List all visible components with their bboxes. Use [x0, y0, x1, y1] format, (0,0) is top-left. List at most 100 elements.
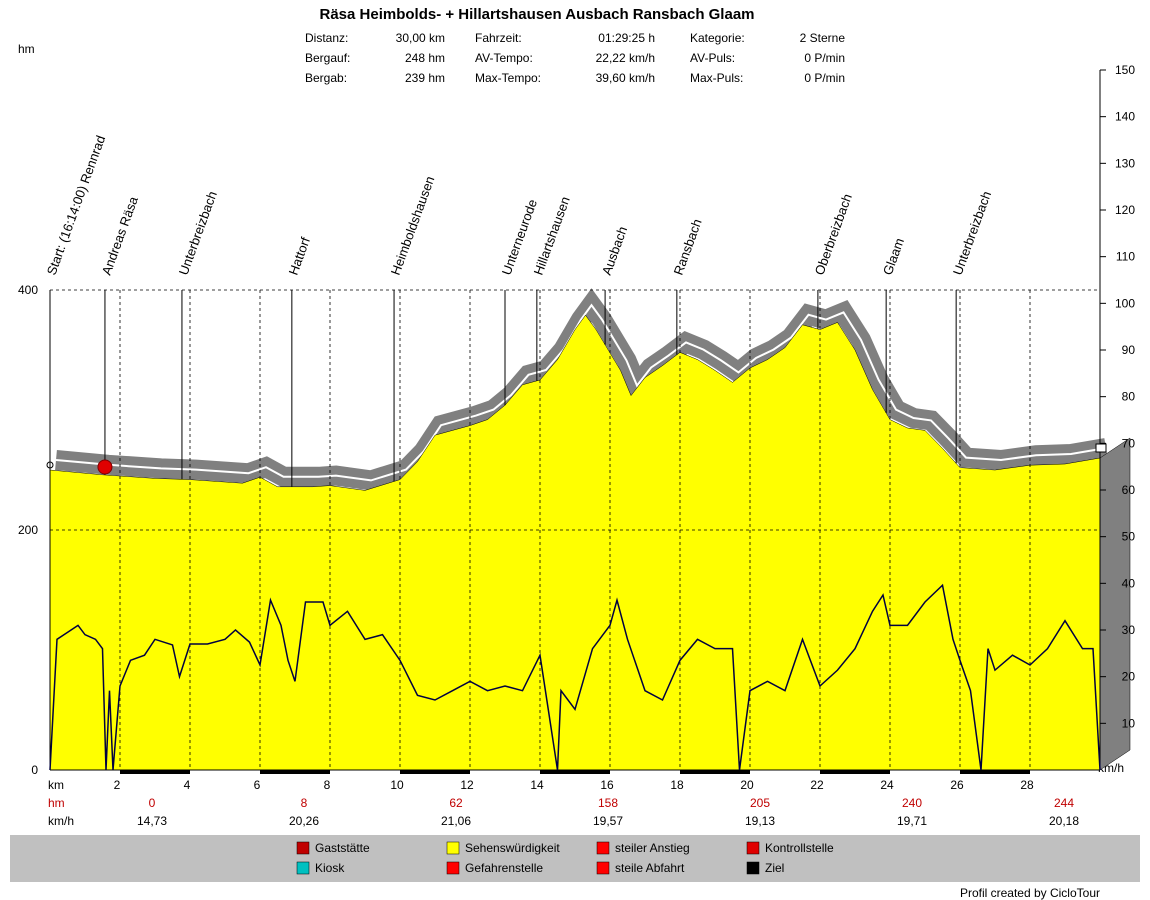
stat-text: 30,00 km [396, 31, 445, 45]
y2-tick-label: 50 [1122, 530, 1136, 544]
stop-icon [97, 459, 113, 475]
y-tick-label: 0 [31, 763, 38, 777]
summary-kmh: 20,18 [1049, 814, 1079, 828]
y2-tick-label: 90 [1122, 343, 1136, 357]
legend-icon [746, 861, 760, 875]
x-tick-label: 18 [670, 778, 684, 792]
y2-tick-label: 20 [1122, 670, 1136, 684]
stat-text: Bergab: [305, 71, 347, 85]
stat-text: 01:29:25 h [598, 31, 655, 45]
finish-icon [1095, 443, 1107, 453]
y-tick-label: 400 [18, 283, 38, 297]
stat-text: 248 hm [405, 51, 445, 65]
stat-text: Max-Puls: [690, 71, 743, 85]
x-tick-label: 4 [184, 778, 191, 792]
chart-title: Räsa Heimbolds- + Hillartshausen Ausbach… [320, 6, 755, 23]
legend-icon [446, 841, 460, 855]
x-tick-label: 16 [600, 778, 614, 792]
y2-tick-label: 30 [1122, 623, 1136, 637]
legend-label: Gefahrenstelle [465, 861, 543, 875]
stat-text: 2 Sterne [800, 31, 846, 45]
summary-hm-label: hm [48, 796, 65, 810]
y2-tick-label: 80 [1122, 390, 1136, 404]
summary-kmh: 19,57 [593, 814, 623, 828]
x-axis-band [680, 770, 750, 774]
stat-text: 0 P/min [804, 71, 845, 85]
summary-kmh: 21,06 [441, 814, 471, 828]
stat-text: 39,60 km/h [596, 71, 655, 85]
summary-kmh: 19,13 [745, 814, 775, 828]
x-tick-label: 24 [880, 778, 894, 792]
x-tick-label: 22 [810, 778, 824, 792]
legend-icon [446, 861, 460, 875]
stat-text: Bergauf: [305, 51, 350, 65]
x-axis-band [540, 770, 610, 774]
x-tick-label: 8 [324, 778, 331, 792]
summary-hm: 158 [598, 796, 618, 810]
x-tick-label: 28 [1020, 778, 1034, 792]
legend-label: Kontrollstelle [765, 841, 834, 855]
legend-icon [296, 861, 310, 875]
x-axis-band [400, 770, 470, 774]
stat-text: 239 hm [405, 71, 445, 85]
x-tick-label: 2 [114, 778, 121, 792]
stat-text: Kategorie: [690, 31, 745, 45]
bike-icon [46, 461, 54, 469]
legend-icon [596, 861, 610, 875]
x-tick-label: 12 [460, 778, 474, 792]
legend-label: Sehenswürdigkeit [465, 841, 560, 855]
summary-kmh: 20,26 [289, 814, 319, 828]
speed-line [49, 583, 1101, 771]
y2-tick-label: 70 [1122, 436, 1136, 450]
stat-text: Fahrzeit: [475, 31, 522, 45]
legend-label: steiler Anstieg [615, 841, 690, 855]
elevation-area [49, 314, 1101, 771]
y2-tick-label: 60 [1122, 483, 1136, 497]
x-tick-label: 26 [950, 778, 964, 792]
x-axis-label: km [48, 778, 64, 792]
summary-kmh-label: km/h [48, 814, 74, 828]
summary-hm: 8 [301, 796, 308, 810]
x-axis-band [260, 770, 330, 774]
x-tick-label: 6 [254, 778, 261, 792]
x-tick-label: 14 [530, 778, 544, 792]
legend-box [10, 835, 1140, 882]
y2-tick-label: 150 [1115, 63, 1135, 77]
y-tick-label: 200 [18, 523, 38, 537]
y-axis-label: hm [18, 42, 35, 56]
summary-hm: 0 [149, 796, 156, 810]
legend-label: Gaststätte [315, 841, 370, 855]
y2-tick-label: 110 [1116, 250, 1135, 264]
x-tick-label: 20 [740, 778, 754, 792]
stat-text: 0 P/min [804, 51, 845, 65]
legend-label: Ziel [765, 861, 784, 875]
footer: Profil created by CicloTour [960, 886, 1100, 900]
legend-icon [596, 841, 610, 855]
stat-text: Max-Tempo: [475, 71, 541, 85]
x-axis-band [820, 770, 890, 774]
x-axis-band [960, 770, 1030, 774]
y2-tick-label: 40 [1122, 576, 1136, 590]
y2-tick-label: 120 [1115, 203, 1135, 217]
stat-text: Distanz: [305, 31, 348, 45]
stat-text: AV-Puls: [690, 51, 735, 65]
x-tick-label: 10 [390, 778, 404, 792]
y2-tick-label: 140 [1115, 110, 1135, 124]
summary-hm: 62 [449, 796, 463, 810]
summary-hm: 244 [1054, 796, 1074, 810]
legend-label: Kiosk [315, 861, 345, 875]
x-axis-band [120, 770, 190, 774]
y2-tick-label: 130 [1115, 156, 1135, 170]
y2-tick-label: 100 [1115, 296, 1135, 310]
y2-tick-label: 10 [1122, 716, 1136, 730]
stat-text: AV-Tempo: [475, 51, 533, 65]
legend-icon [296, 841, 310, 855]
legend-icon [746, 841, 760, 855]
summary-hm: 240 [902, 796, 922, 810]
summary-kmh: 19,71 [897, 814, 927, 828]
summary-kmh: 14,73 [137, 814, 167, 828]
legend-label: steile Abfahrt [615, 861, 685, 875]
stat-text: 22,22 km/h [596, 51, 655, 65]
summary-hm: 205 [750, 796, 770, 810]
